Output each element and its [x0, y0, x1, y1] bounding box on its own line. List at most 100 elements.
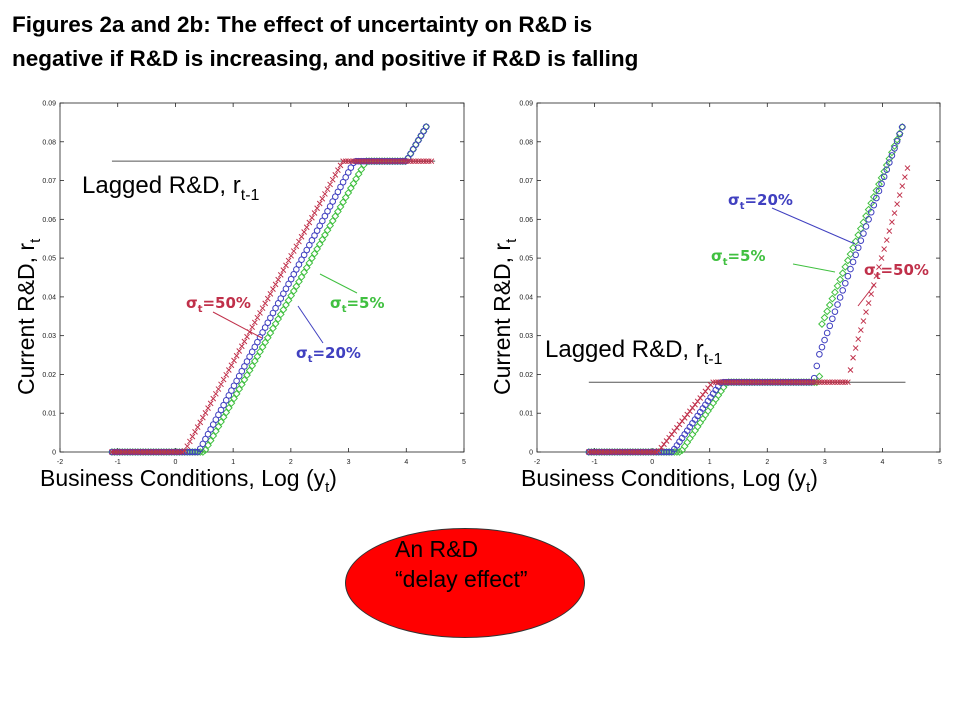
point-sigma5: [313, 245, 322, 253]
point-sigma50: [223, 371, 230, 378]
point-sigma50: [813, 379, 820, 386]
point-sigma20: [324, 207, 331, 215]
point-sigma50: [637, 449, 644, 455]
point-sigma5: [818, 320, 826, 328]
y-tick-label-2a: 0.05: [42, 256, 56, 263]
point-sigma50: [381, 158, 388, 165]
point-sigma20: [308, 237, 316, 244]
point-sigma50: [881, 246, 888, 252]
point-sigma5: [815, 372, 824, 381]
delay-effect-line-2: “delay effect”: [395, 566, 528, 592]
point-sigma50: [166, 449, 172, 455]
point-sigma50: [371, 158, 378, 165]
point-sigma50: [283, 262, 289, 269]
point-sigma20: [228, 387, 235, 394]
point-sigma50: [826, 379, 833, 386]
point-sigma20: [300, 251, 308, 259]
point-sigma5: [882, 161, 891, 170]
x-axis-label-2a-sub: t: [325, 479, 330, 496]
x-tick-label-2a: 0: [173, 459, 177, 466]
point-sigma20: [212, 416, 220, 423]
point-sigma5: [250, 357, 259, 366]
point-sigma50: [363, 158, 370, 165]
point-sigma50: [399, 158, 406, 165]
point-sigma50: [314, 205, 320, 212]
point-sigma5: [261, 338, 270, 347]
label-sigma20-2a-value: =20%: [312, 344, 360, 362]
point-sigma20: [849, 258, 857, 266]
point-sigma5: [258, 343, 267, 351]
point-sigma5: [893, 135, 902, 144]
x-tick-label-2a: 2: [289, 459, 293, 466]
point-sigma50: [337, 162, 344, 169]
point-sigma20: [259, 329, 266, 336]
point-sigma20: [204, 430, 212, 438]
point-sigma5: [240, 375, 249, 384]
point-sigma50: [384, 158, 391, 165]
point-sigma20: [342, 174, 349, 181]
y-axis-label-sub: t: [27, 238, 44, 243]
point-sigma20: [880, 173, 888, 181]
x-tick-label-2a: -2: [57, 459, 63, 466]
point-sigma50: [622, 449, 628, 455]
y-tick-label-2a: 0.03: [42, 333, 56, 340]
series-sigma50-2a: [109, 158, 435, 455]
point-sigma20: [274, 300, 282, 307]
point-sigma20: [217, 406, 225, 414]
point-sigma50: [231, 357, 237, 364]
point-sigma5: [235, 385, 244, 394]
point-sigma50: [262, 300, 269, 307]
point-sigma20: [816, 350, 823, 358]
point-sigma50: [142, 449, 149, 455]
point-sigma20: [865, 216, 872, 223]
point-sigma20: [298, 256, 305, 264]
point-sigma50: [402, 158, 409, 165]
label-sigma5-2b-sigma: σ: [711, 247, 723, 265]
point-sigma5: [880, 167, 889, 176]
point-sigma50: [609, 449, 615, 455]
point-sigma20: [875, 187, 883, 195]
point-sigma50: [249, 324, 256, 331]
label-sigma20-2b-sigma: σ: [728, 191, 740, 209]
label-sigma50-2a-t: t: [198, 304, 203, 315]
point-sigma5: [846, 250, 855, 259]
point-sigma20: [261, 324, 269, 331]
x-axis-label-2b-sub: t: [806, 479, 811, 496]
label-sigma50-2a-sigma: σ: [186, 294, 198, 312]
point-sigma50: [749, 379, 755, 386]
point-sigma50: [806, 379, 812, 386]
point-sigma50: [379, 158, 385, 165]
point-sigma50: [202, 410, 209, 416]
label-sigma20-2a-sigma: σ: [296, 344, 308, 362]
x-tick-label-2b: -2: [534, 459, 540, 466]
y-axis-label-sub: t: [503, 238, 520, 243]
point-sigma50: [679, 418, 685, 424]
point-sigma5: [295, 277, 303, 286]
point-sigma50: [210, 395, 217, 402]
lagged-rd-label-2b-main: Lagged R&D, r: [545, 336, 704, 363]
x-axis-label-close: ): [329, 465, 337, 491]
point-sigma20: [295, 261, 303, 268]
point-sigma5: [302, 263, 311, 272]
x-axis-label-2a-main: Business Conditions, Log (y: [40, 465, 326, 491]
point-sigma50: [145, 449, 152, 455]
point-sigma50: [692, 401, 698, 408]
point-sigma5: [256, 347, 264, 356]
point-sigma50: [777, 379, 784, 386]
point-sigma50: [689, 405, 696, 411]
point-sigma50: [902, 174, 908, 180]
point-sigma50: [212, 390, 219, 397]
point-sigma50: [617, 449, 623, 455]
point-sigma5: [836, 275, 845, 284]
label-sigma50-2b: σt=50%: [864, 261, 929, 282]
point-sigma50: [184, 443, 191, 450]
x-tick-label-2b: 5: [938, 459, 942, 466]
point-sigma20: [883, 166, 891, 173]
point-sigma20: [347, 164, 355, 171]
lagged-rd-label-2a-sub: t-1: [241, 187, 260, 204]
point-sigma5: [326, 221, 335, 230]
x-tick-label-2b: 1: [708, 459, 712, 466]
plot-area-2a: [59, 102, 465, 453]
label-sigma5-2a-t: t: [342, 304, 347, 315]
point-sigma50: [782, 379, 789, 386]
